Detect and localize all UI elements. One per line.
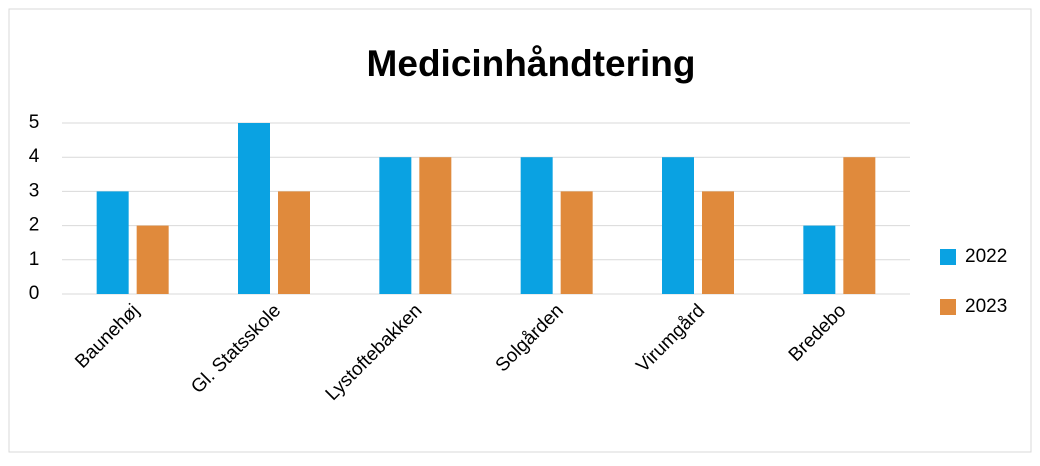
y-tick-label: 1 [29, 249, 40, 270]
bar [419, 157, 452, 294]
bar [379, 157, 412, 294]
bar [803, 225, 836, 294]
legend-label: 2022 [965, 246, 1007, 267]
chart-title: Medicinhåndtering [367, 43, 696, 84]
bar [560, 191, 593, 294]
bar [278, 191, 310, 294]
bar [96, 191, 129, 294]
y-tick-label: 2 [29, 215, 40, 236]
y-tick-label: 0 [29, 283, 40, 304]
bar [702, 191, 734, 294]
bar [520, 157, 553, 294]
legend-swatch [940, 299, 956, 315]
y-tick-label: 5 [29, 112, 40, 133]
bar [136, 225, 169, 294]
bar [238, 123, 270, 294]
bar [843, 157, 876, 294]
y-tick-label: 4 [29, 146, 40, 167]
legend-label: 2023 [965, 296, 1007, 317]
bar [662, 157, 694, 294]
legend-swatch [940, 249, 956, 265]
y-tick-label: 3 [29, 180, 40, 201]
